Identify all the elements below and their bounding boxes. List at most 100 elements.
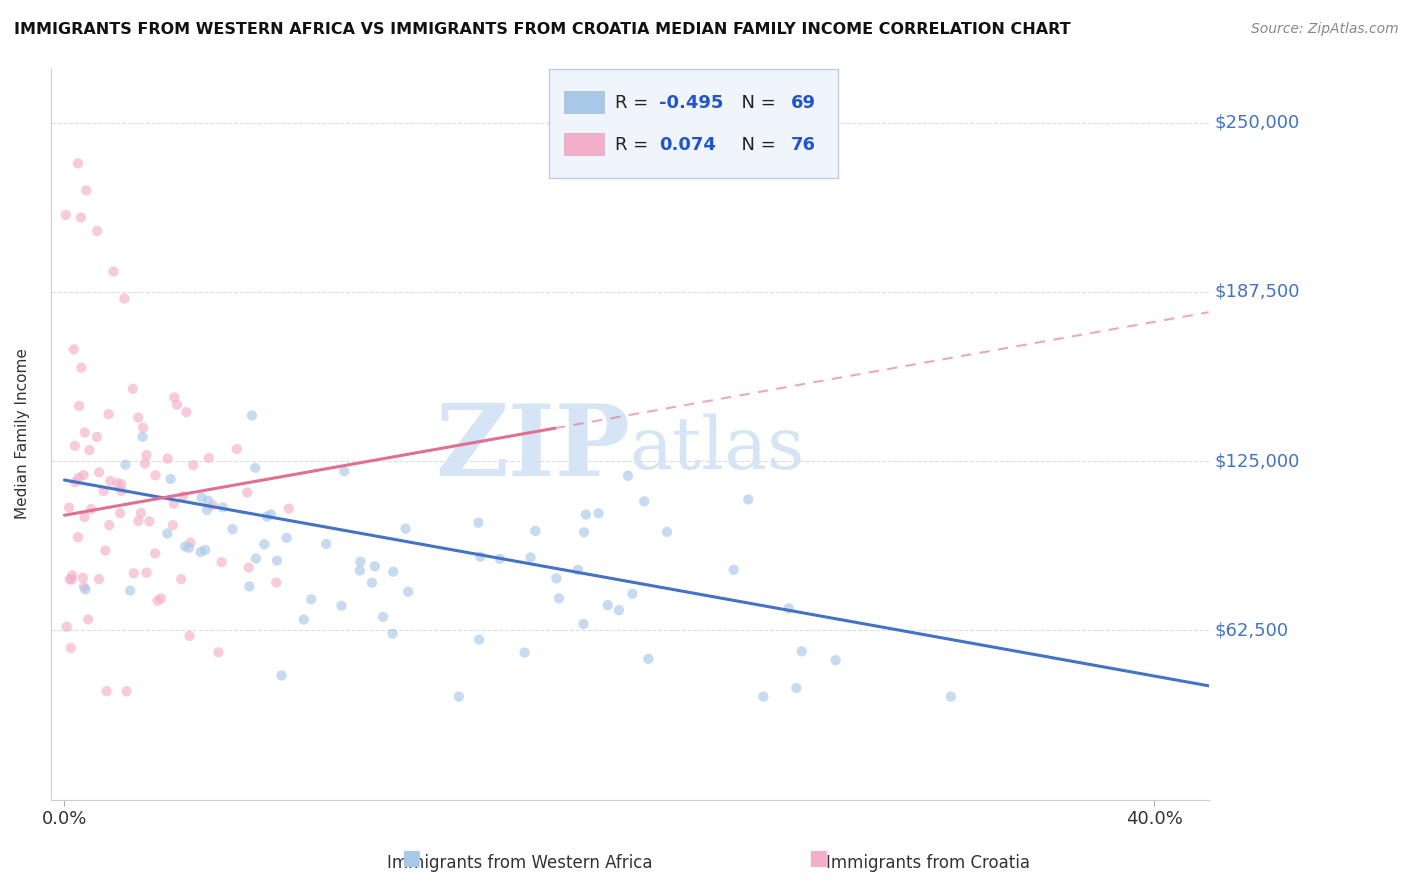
Point (162, 518, 184, 533)
Point (197, 450, 219, 465)
Point (567, 563, 589, 577)
Point (94, 543, 117, 558)
Point (299, 592, 322, 607)
Point (524, 524, 547, 538)
Point (330, 599, 353, 613)
Point (277, 501, 299, 516)
Text: $62,500: $62,500 (1215, 622, 1288, 640)
Point (63, 343, 86, 357)
Text: R =: R = (614, 94, 654, 112)
Point (77, 612, 100, 626)
Point (132, 420, 155, 434)
Point (211, 555, 233, 569)
Point (939, 690, 962, 704)
FancyBboxPatch shape (564, 133, 605, 155)
Point (135, 566, 157, 580)
Point (107, 476, 129, 491)
Point (67, 399, 90, 413)
Point (617, 468, 640, 483)
Point (177, 541, 200, 555)
Point (143, 546, 166, 560)
Point (87, 572, 110, 586)
Point (195, 503, 218, 517)
Point (172, 489, 194, 503)
Point (752, 690, 775, 704)
Point (127, 514, 149, 528)
Point (98, 474, 121, 488)
Point (122, 566, 145, 581)
Point (166, 398, 188, 412)
Point (394, 522, 416, 536)
Point (655, 524, 678, 539)
Point (266, 553, 288, 567)
FancyBboxPatch shape (564, 91, 605, 113)
Point (176, 405, 198, 419)
Point (73, 425, 96, 440)
Point (60, 568, 83, 582)
Point (73, 510, 96, 524)
Point (163, 497, 186, 511)
Point (790, 644, 813, 658)
Point (135, 448, 157, 462)
Text: Immigrants from Western Africa: Immigrants from Western Africa (388, 855, 652, 872)
FancyBboxPatch shape (548, 69, 838, 178)
Point (253, 537, 276, 551)
Point (170, 572, 193, 586)
Point (149, 591, 172, 606)
Point (190, 491, 212, 505)
Point (59, 572, 82, 586)
Point (190, 545, 212, 559)
Point (108, 506, 131, 520)
Point (382, 565, 405, 579)
Point (489, 552, 512, 566)
Point (69, 211, 91, 225)
Point (361, 575, 384, 590)
Point (633, 494, 655, 508)
Point (70, 360, 93, 375)
Point (315, 537, 337, 551)
Point (110, 477, 132, 491)
Point (349, 555, 371, 569)
Point (260, 508, 283, 522)
Point (87, 465, 110, 479)
Point (159, 472, 181, 486)
Point (97, 407, 120, 421)
Point (121, 382, 143, 396)
Point (824, 653, 846, 667)
Point (58, 500, 80, 515)
Point (179, 535, 201, 549)
Point (207, 645, 229, 659)
Point (723, 563, 745, 577)
Text: N =: N = (731, 136, 782, 153)
Point (67, 156, 90, 170)
Point (86, 430, 108, 444)
Point (103, 264, 125, 278)
Point (174, 540, 197, 554)
Point (80, 502, 103, 516)
Point (276, 531, 298, 545)
Point (447, 690, 470, 704)
Point (72, 571, 94, 585)
Point (519, 550, 541, 565)
Point (93, 484, 115, 499)
Y-axis label: Median Family Income: Median Family Income (15, 349, 30, 519)
Text: R =: R = (614, 136, 659, 153)
Point (134, 457, 156, 471)
Text: ■: ■ (401, 848, 420, 868)
Point (181, 458, 204, 472)
Point (72, 468, 94, 483)
Text: 69: 69 (790, 94, 815, 112)
Point (63, 475, 86, 490)
Point (59, 640, 82, 655)
Point (221, 522, 243, 536)
Point (110, 483, 132, 498)
Point (211, 500, 233, 515)
Point (245, 551, 267, 566)
Point (60, 573, 83, 587)
Point (572, 525, 595, 540)
Point (55, 620, 77, 634)
Text: -0.495: -0.495 (658, 94, 723, 112)
Point (737, 492, 759, 507)
Text: ZIP: ZIP (434, 401, 630, 497)
Point (785, 681, 807, 695)
